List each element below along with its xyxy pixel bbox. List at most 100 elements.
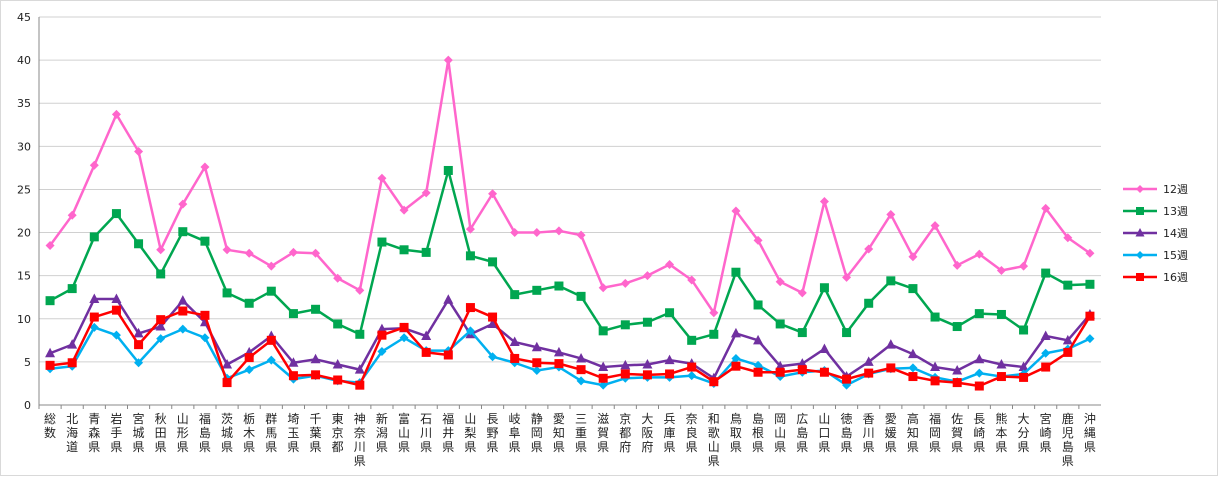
data-point xyxy=(111,209,121,219)
x-tick-label: 富山県 xyxy=(398,411,410,454)
x-tick-label: 京都府 xyxy=(619,412,631,454)
data-point xyxy=(1041,203,1051,213)
data-point xyxy=(111,330,121,340)
data-point xyxy=(642,271,652,281)
data-point xyxy=(510,290,520,300)
x-tick-label: 北海道 xyxy=(66,412,78,454)
data-point xyxy=(930,361,941,372)
data-point xyxy=(952,260,962,270)
x-tick-label: 鹿児島県 xyxy=(1062,411,1074,468)
data-point xyxy=(1019,372,1029,382)
data-point xyxy=(863,356,874,366)
y-tick-label: 10 xyxy=(17,313,31,326)
data-point xyxy=(266,335,276,345)
data-point xyxy=(89,232,99,242)
data-point xyxy=(1041,348,1051,358)
x-tick-label: 愛媛県 xyxy=(885,412,897,454)
data-point xyxy=(753,300,763,310)
data-point xyxy=(1136,273,1144,281)
data-point xyxy=(355,380,365,390)
data-point xyxy=(178,227,188,237)
data-point xyxy=(443,165,453,175)
x-tick-label: 山梨県 xyxy=(464,412,476,454)
data-point xyxy=(178,324,188,334)
x-tick-label: 滋賀県 xyxy=(597,412,609,454)
data-point xyxy=(421,347,431,357)
data-point xyxy=(89,312,99,322)
x-tick-label: 東京都 xyxy=(332,412,344,454)
x-tick-label: 神奈川県 xyxy=(354,412,366,468)
data-point xyxy=(1085,279,1095,289)
data-point xyxy=(45,347,56,358)
data-point xyxy=(377,330,387,340)
x-tick-label: 栃木県 xyxy=(243,412,255,454)
data-point xyxy=(134,340,144,350)
data-point xyxy=(133,327,144,338)
x-tick-label: 奈良県 xyxy=(686,412,698,454)
legend-label: 12週 xyxy=(1163,183,1188,196)
gridlines xyxy=(39,16,1101,406)
data-point xyxy=(377,173,387,183)
legend-item: 15週 xyxy=(1123,249,1188,262)
data-point xyxy=(266,286,276,296)
data-point xyxy=(554,359,564,369)
data-point xyxy=(333,273,343,283)
x-tick-label: 新潟県 xyxy=(376,411,388,454)
data-point xyxy=(288,247,298,257)
data-point xyxy=(642,370,652,380)
data-point xyxy=(687,335,697,345)
y-tick-label: 25 xyxy=(17,183,31,196)
data-point xyxy=(664,354,675,365)
data-point xyxy=(819,343,830,353)
x-tick-label: 宮城県 xyxy=(133,411,145,454)
x-tick-label: 長野県 xyxy=(487,412,499,454)
data-point xyxy=(753,235,763,245)
data-point xyxy=(465,326,475,336)
data-point xyxy=(222,358,233,369)
x-tick-label: 福井県 xyxy=(442,411,454,454)
data-point xyxy=(200,310,210,320)
data-point xyxy=(288,371,298,381)
data-point xyxy=(222,245,232,255)
data-point xyxy=(509,336,520,347)
data-point xyxy=(1062,334,1073,345)
x-tick-label: 福岡県 xyxy=(929,411,941,454)
y-tick-label: 40 xyxy=(17,54,31,67)
data-point xyxy=(156,315,166,325)
data-point xyxy=(842,374,852,384)
y-tick-label: 20 xyxy=(17,227,31,240)
data-point xyxy=(134,358,144,368)
data-point xyxy=(952,322,962,332)
data-point xyxy=(399,333,409,343)
data-point xyxy=(532,285,542,295)
series-1 xyxy=(45,55,1095,318)
data-point xyxy=(510,353,520,363)
x-tick-label: 埼玉県 xyxy=(287,412,299,454)
y-tick-label: 0 xyxy=(24,399,31,412)
data-point xyxy=(156,245,166,255)
legend-label: 16週 xyxy=(1163,271,1188,284)
data-point xyxy=(67,284,77,294)
data-point xyxy=(111,293,122,303)
data-point xyxy=(1041,268,1051,278)
legend: 12週 13週 14週 15週 16週 xyxy=(1123,183,1188,284)
data-point xyxy=(753,334,764,345)
data-point xyxy=(731,353,741,363)
data-point xyxy=(155,321,166,331)
data-point xyxy=(730,327,741,338)
data-point xyxy=(554,281,564,291)
data-point xyxy=(709,329,719,339)
data-point xyxy=(886,363,896,373)
data-point xyxy=(178,306,188,316)
data-point xyxy=(377,347,387,357)
data-point xyxy=(908,284,918,294)
data-point xyxy=(465,303,475,313)
x-tick-label: 山口県 xyxy=(818,412,830,454)
data-point xyxy=(178,199,188,209)
data-point xyxy=(642,358,653,369)
y-tick-label: 5 xyxy=(24,356,31,369)
data-point xyxy=(731,361,741,371)
x-tick-label: 高知県 xyxy=(907,411,919,454)
x-tick-label: 群馬県 xyxy=(265,412,277,454)
